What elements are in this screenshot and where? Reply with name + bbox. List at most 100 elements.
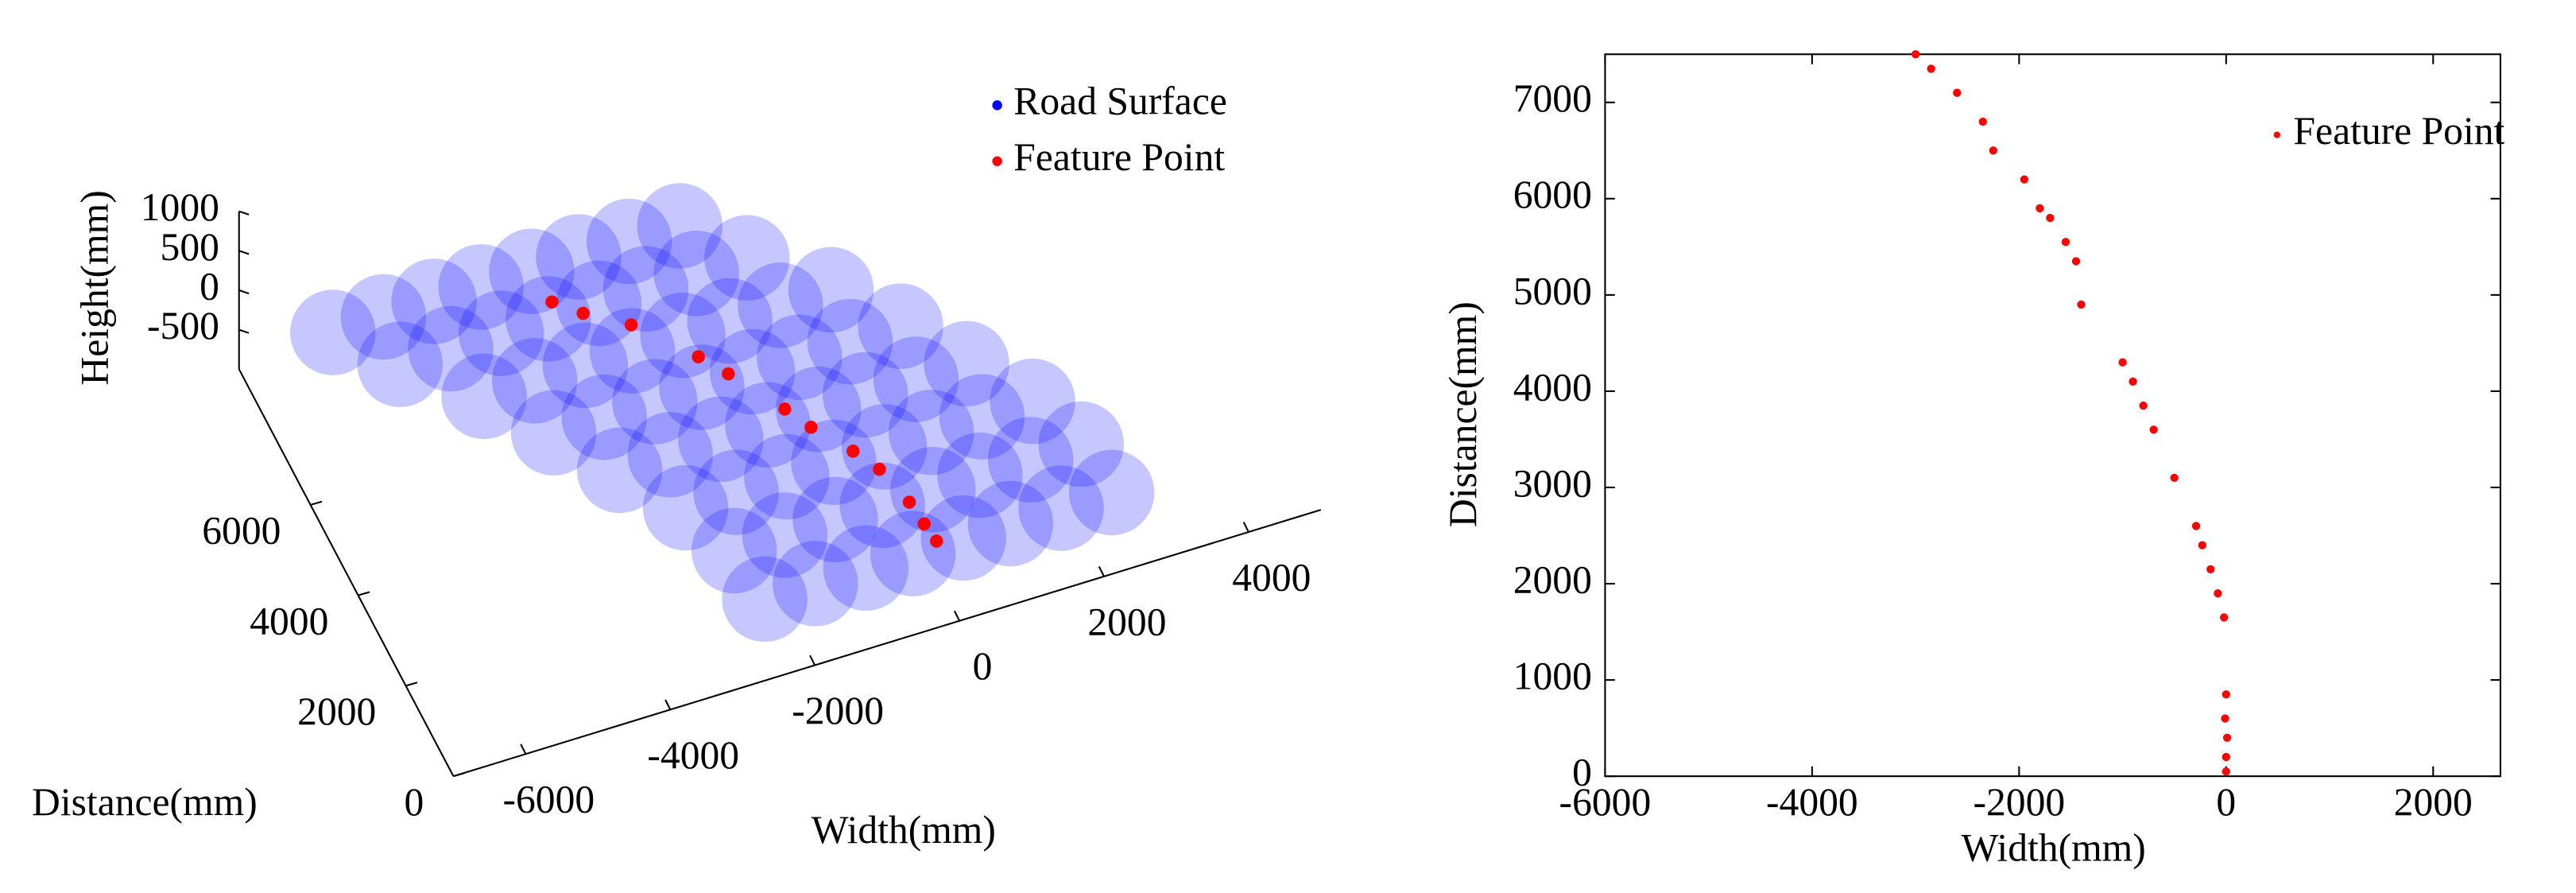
plot-frame [1604,53,2501,778]
feature-point [2129,377,2137,386]
feature-point [2061,238,2070,247]
feature-point [545,295,559,309]
y-tick-label: 3000 [1513,461,1592,505]
road-point [990,358,1075,445]
feature-point [873,462,886,476]
road-point [391,258,477,344]
feature-point [2046,213,2055,223]
road-point [839,462,925,549]
feature-point [1978,117,1987,126]
y-tick [358,591,370,596]
road-point [441,353,527,440]
feature-point [2036,204,2044,213]
road-point [924,320,1009,407]
z-tick [238,328,250,334]
z-axis-title: Height(mm) [72,190,116,385]
feature-point [1953,88,1962,97]
x-tick [1098,566,1105,577]
x-tick-label: 0 [973,644,993,688]
x-tick-label: -4000 [1766,780,1858,824]
road-point [438,244,524,330]
feature-point [2198,541,2207,549]
y-tick-label: 6000 [202,509,281,553]
y-axis-title: Distance(mm) [1441,301,1485,527]
feature-point [2071,257,2081,266]
road-point [556,260,642,347]
road-point [602,246,689,332]
legend-marker [992,100,1002,111]
feature-point [1911,50,1920,59]
y-tick [453,772,466,778]
feature-point [2222,690,2230,699]
x-tick-label: -4000 [647,733,739,777]
feature-point [722,367,735,381]
feature-point [2222,767,2230,776]
feature-point [2221,714,2229,723]
road-point [687,278,773,364]
road-point [823,351,908,438]
x-tick [1242,522,1249,533]
x-tick-label: -2000 [1973,780,2065,824]
y-tick [405,681,418,687]
feature-point [778,402,792,416]
road-point [873,336,959,422]
feature-point [2206,565,2215,574]
road-point [738,262,823,348]
road-point [889,389,974,476]
x-axis-title: Width(mm) [812,808,996,852]
road-point [510,390,597,476]
road-point [637,183,723,269]
y-tick-label: 1000 [1513,654,1592,697]
y-tick-label: 7000 [1513,76,1592,120]
road-point [807,298,893,385]
road-point [589,308,676,394]
road-point [340,274,427,360]
x-axis [453,509,1322,778]
road-point [576,427,663,514]
road-point [890,446,976,533]
road-point [1068,449,1155,536]
road-point [542,322,629,409]
feature-point [1927,64,1935,73]
road-point [357,321,444,407]
y-tick [310,500,323,506]
road-point [920,495,1006,581]
legend-label: Feature Point [2293,109,2504,153]
road-point [491,338,578,424]
z-tick-label: 500 [161,225,219,269]
feature-point [691,350,705,363]
road-point [642,464,729,551]
feature-point [2149,425,2158,434]
road-point [506,276,591,362]
y-tick-label: 6000 [1513,173,1592,216]
legend-label: Feature Point [1013,135,1225,179]
road-point [987,417,1074,503]
road-point [1018,465,1104,551]
feature-point [2118,358,2127,367]
feature-point [624,318,638,332]
x-tick-label: -6000 [503,778,595,821]
road-point [792,476,878,563]
y-tick-label: 4000 [250,599,328,643]
road-point [627,412,713,498]
x-tick-label: 4000 [1232,555,1311,599]
z-tick [238,289,250,295]
road-point [788,247,874,333]
legend-marker [2273,131,2280,138]
x-axis-title: Width(mm) [1962,826,2146,870]
legend-marker [992,156,1002,166]
feature-point [2220,613,2229,622]
x-tick [953,610,961,622]
feature-point [846,445,860,458]
road-point [791,419,877,506]
y-axis [238,368,455,777]
feature-point [1989,146,1997,155]
x-tick-label: -2000 [792,689,884,732]
x-tick-label: 2000 [2394,780,2473,824]
feature-point [917,517,931,531]
road-point [678,396,764,483]
y-tick-label: 0 [1572,751,1592,794]
feature-point [2020,175,2029,184]
road-point [653,230,739,316]
